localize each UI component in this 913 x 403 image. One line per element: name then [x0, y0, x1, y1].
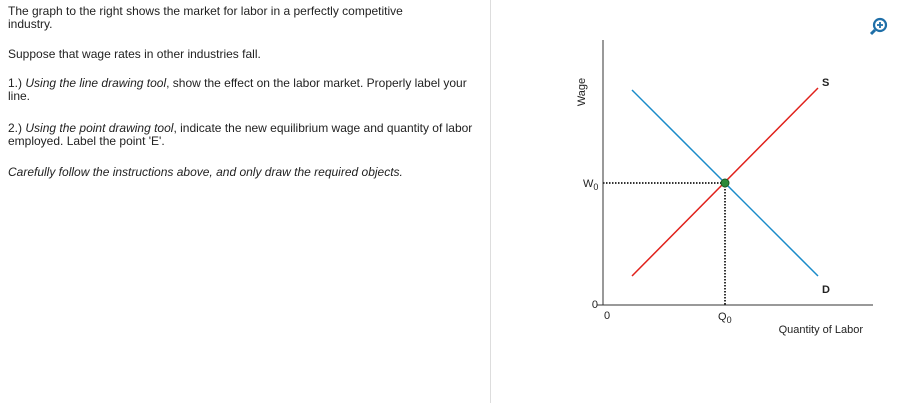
intro: The graph to the right shows the market … — [8, 4, 403, 31]
tool: Using the point drawing tool — [25, 121, 174, 135]
zoom-button[interactable] — [869, 17, 888, 36]
task: , indicate the new equilibrium wage and … — [8, 121, 473, 148]
letter: Q — [718, 311, 727, 323]
subscript: 0 — [593, 182, 598, 192]
subscript: 0 — [727, 315, 732, 325]
x-origin: 0 — [604, 310, 610, 322]
y-axis-label: Wage — [576, 78, 588, 106]
wage-label: W0 — [583, 178, 598, 192]
demand-label: D — [822, 284, 830, 296]
step-1: 1.) Using the line drawing tool, show th… — [8, 77, 478, 103]
note-text: Carefully follow the instructions above,… — [8, 165, 403, 179]
step-2: 2.) Using the point drawing tool, indica… — [8, 122, 478, 148]
scenario: Suppose that wage rates in other industr… — [8, 47, 261, 61]
letter: W — [583, 178, 594, 190]
y-origin: 0 — [592, 299, 598, 311]
tool: Using the line drawing tool — [25, 76, 167, 90]
step-number: 1.) — [8, 76, 23, 90]
zoom-lens[interactable] — [872, 17, 888, 33]
x-axis-label: Quantity of Labor — [779, 324, 864, 336]
supply-label: S — [822, 77, 829, 89]
step-number: 2.) — [8, 121, 23, 135]
task: , show the effect on the labor market. P… — [8, 76, 467, 103]
note: Carefully follow the instructions above,… — [8, 166, 478, 179]
zoom-handle[interactable] — [869, 28, 877, 36]
quantity-label: Q0 — [718, 311, 732, 325]
equilibrium-point — [720, 178, 730, 188]
